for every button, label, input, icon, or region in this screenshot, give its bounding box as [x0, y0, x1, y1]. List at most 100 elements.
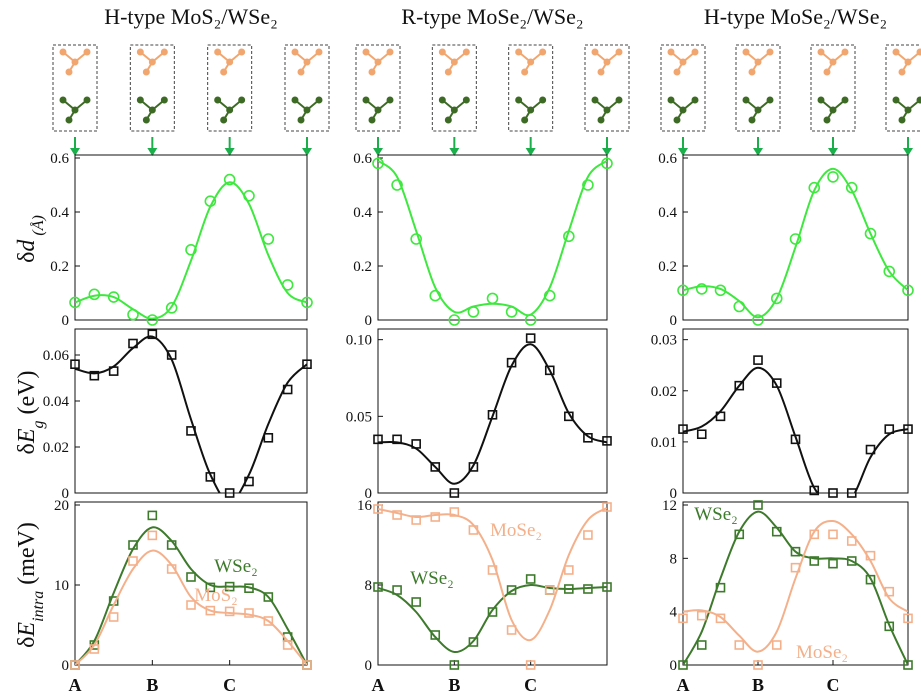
fit-curve [683, 519, 908, 653]
atom [603, 58, 611, 66]
y-tick-label: 12 [662, 498, 677, 514]
arrow-head [302, 148, 312, 156]
series-label: WSe₂ [410, 568, 454, 589]
data-point [487, 565, 498, 575]
structure-box [810, 44, 856, 132]
data-point [827, 171, 839, 183]
data-point [771, 526, 782, 537]
data-point [391, 179, 403, 191]
arrow-head [525, 148, 536, 156]
y-tick-label: 8 [670, 551, 678, 567]
atom [71, 106, 79, 114]
atom [148, 58, 156, 66]
atom [742, 48, 750, 56]
structure-icon [438, 48, 470, 124]
atom [59, 96, 67, 104]
atom [315, 48, 323, 56]
atom [829, 58, 837, 66]
data-point [282, 640, 293, 650]
structure-box [129, 44, 175, 132]
atom [904, 106, 912, 114]
atom [374, 106, 382, 114]
atom [841, 96, 849, 104]
atom [65, 68, 73, 76]
y-tick-label: 8 [365, 578, 373, 594]
atom [220, 68, 228, 76]
fit-curve [75, 526, 307, 665]
data-point [564, 584, 574, 594]
data-point [564, 565, 574, 575]
arrow-head [602, 148, 612, 156]
y-tick-label: 0.4 [658, 205, 677, 221]
panel-title: H-type MoSe₂/WSe₂ [704, 4, 887, 29]
data-point [373, 434, 383, 445]
data-point [449, 507, 460, 517]
data-point [186, 572, 196, 582]
plot-frame [682, 328, 909, 494]
y-tick-label: 0.02 [651, 384, 677, 400]
structure-icon [362, 48, 394, 124]
x-tick-label: B [752, 675, 764, 695]
data-point [771, 640, 782, 650]
data-point [147, 530, 158, 541]
data-point [525, 333, 536, 343]
y-axis-label-part: (eV) [14, 371, 40, 421]
atom [444, 116, 452, 124]
atom [829, 106, 837, 114]
atom [597, 116, 605, 124]
structure-box [284, 44, 330, 132]
structure-box [735, 44, 781, 132]
data-point [411, 439, 421, 449]
y-axis-label-part: (meV) [14, 522, 40, 591]
data-point [108, 366, 119, 376]
y-tick-label: 16 [357, 498, 373, 514]
data-point [204, 195, 217, 207]
y-axis-label: δEg (eV) [14, 371, 47, 455]
data-point [583, 584, 593, 594]
data-point [771, 378, 782, 388]
atom [136, 48, 144, 56]
atom [841, 48, 849, 56]
series-label: WSe₂ [694, 504, 738, 525]
atom [892, 96, 900, 104]
y-axis-label: δd (Å) [14, 215, 47, 263]
x-tick-label: C [524, 675, 537, 695]
data-point [487, 409, 498, 420]
data-point [902, 284, 914, 297]
atom [667, 48, 675, 56]
atom [148, 106, 156, 114]
atom [916, 48, 921, 56]
data-point [884, 586, 895, 597]
data-point [582, 179, 594, 191]
y-tick-label: 0.03 [651, 333, 677, 349]
data-point [224, 581, 235, 592]
structure-box [207, 44, 253, 132]
data-point [845, 181, 858, 194]
atom [368, 68, 376, 76]
data-point [487, 607, 498, 617]
data-point [678, 660, 688, 670]
data-point [282, 384, 293, 395]
data-point [564, 411, 574, 422]
data-point [392, 510, 402, 520]
atom [667, 96, 675, 104]
structure-icon [136, 48, 168, 124]
y-tick-label: 0.05 [346, 409, 372, 425]
x-tick-label: B [448, 675, 460, 695]
atom [238, 48, 246, 56]
data-point [429, 289, 442, 302]
atom [214, 96, 222, 104]
data-point [410, 233, 422, 245]
atom [214, 48, 222, 56]
data-point [166, 540, 177, 550]
data-point [302, 359, 312, 370]
data-point [205, 605, 216, 616]
data-point [392, 434, 402, 445]
data-point [715, 411, 726, 422]
data-point [506, 585, 517, 595]
atom [59, 48, 67, 56]
series-label: MoSe₂ [796, 642, 848, 663]
data-point [281, 279, 294, 291]
y-tick-label: 0.2 [658, 259, 677, 275]
data-point [846, 556, 857, 566]
